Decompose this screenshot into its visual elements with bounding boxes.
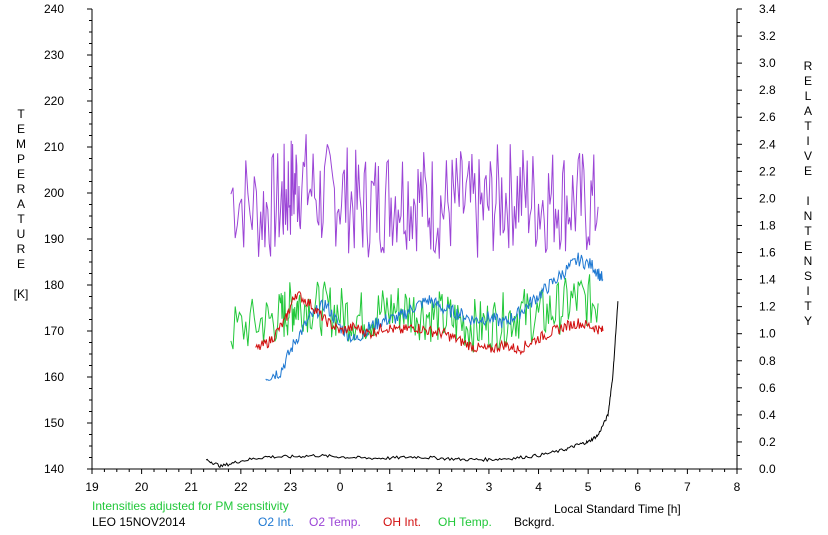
y-left-label-char: E bbox=[17, 257, 25, 271]
y-right-tick-label: 3.0 bbox=[759, 56, 776, 70]
y-left-label-char: T bbox=[17, 107, 25, 121]
y-right-tick-label: 3.2 bbox=[759, 29, 776, 43]
y-right-tick-label: 1.6 bbox=[759, 246, 776, 260]
y-right-label-char: R bbox=[804, 59, 813, 73]
y-right-label-char: T bbox=[804, 299, 812, 313]
y-right-tick-label: 0.2 bbox=[759, 435, 776, 449]
x-tick-label: 5 bbox=[585, 480, 592, 494]
y-right-label-char: Y bbox=[804, 314, 812, 328]
x-tick-label: 23 bbox=[284, 480, 298, 494]
y-right-tick-label: 2.2 bbox=[759, 164, 776, 178]
legend-item: O2 Int. bbox=[258, 515, 294, 529]
x-tick-label: 2 bbox=[436, 480, 443, 494]
y-left-label-char: R bbox=[17, 182, 26, 196]
y-right-label-char: V bbox=[804, 149, 812, 163]
y-right-label-char: I bbox=[806, 284, 809, 298]
y-right-tick-label: 0.4 bbox=[759, 408, 776, 422]
x-axis-label: Local Standard Time [h] bbox=[554, 502, 681, 516]
y-left-label-char: A bbox=[17, 197, 25, 211]
y-left-tick-label: 140 bbox=[44, 462, 64, 476]
x-tick-label: 1 bbox=[386, 480, 393, 494]
series-line-bckgrd bbox=[205, 301, 619, 469]
y-right-axis-ticks: 0.0 0.2 0.4 0.6 0.8 1.0 1.2 1.4 1.6 1.8 2.0 2.2 2.4 2… bbox=[737, 2, 776, 476]
y-left-label-char: U bbox=[17, 227, 26, 241]
x-tick-label: 3 bbox=[486, 480, 493, 494]
y-right-tick-label: 0.0 bbox=[759, 462, 776, 476]
x-tick-label: 22 bbox=[234, 480, 248, 494]
y-right-label-char: I bbox=[806, 134, 809, 148]
y-right-tick-label: 1.0 bbox=[759, 327, 776, 341]
station-label: LEO 15NOV2014 bbox=[92, 515, 186, 529]
y-right-tick-label: 1.2 bbox=[759, 300, 776, 314]
y-left-tick-label: 240 bbox=[44, 2, 64, 16]
y-right-tick-label: 2.0 bbox=[759, 191, 776, 205]
y-right-label-char: N bbox=[804, 254, 813, 268]
legend-item: OH Int. bbox=[383, 515, 421, 529]
x-tick-label: 4 bbox=[535, 480, 542, 494]
series-line-oh-int bbox=[255, 291, 604, 356]
y-right-tick-label: 1.4 bbox=[759, 273, 776, 287]
series-group bbox=[205, 134, 619, 469]
y-left-tick-label: 180 bbox=[44, 278, 64, 292]
y-left-tick-label: 190 bbox=[44, 232, 64, 246]
series-line-oh-temp bbox=[230, 274, 599, 353]
y-right-label-char: N bbox=[804, 209, 813, 223]
y-right-label-char: T bbox=[804, 224, 812, 238]
y-left-tick-label: 230 bbox=[44, 48, 64, 62]
y-right-tick-label: 1.8 bbox=[759, 218, 776, 232]
x-tick-label: 21 bbox=[185, 480, 199, 494]
y-right-tick-label: 0.8 bbox=[759, 354, 776, 368]
y-right-label-char: E bbox=[804, 164, 812, 178]
y-left-tick-label: 200 bbox=[44, 186, 64, 200]
y-left-label-char: [K] bbox=[14, 287, 29, 301]
y-left-tick-label: 220 bbox=[44, 94, 64, 108]
y-left-axis-ticks: 140 150 160 170 180 190 200 210 220 230 240 bbox=[44, 2, 92, 476]
axes bbox=[91, 9, 738, 470]
y-right-label-char: L bbox=[805, 89, 812, 103]
x-tick-label: 0 bbox=[337, 480, 344, 494]
y-left-label-char: P bbox=[17, 152, 25, 166]
y-right-label-char: A bbox=[804, 104, 812, 118]
note-text: Intensities adjusted for PM sensitivity bbox=[92, 499, 289, 513]
legend-item: OH Temp. bbox=[438, 515, 492, 529]
x-tick-label: 7 bbox=[684, 480, 691, 494]
y-right-tick-label: 2.8 bbox=[759, 83, 776, 97]
series-line-o2-int bbox=[265, 252, 604, 381]
y-left-label-char: M bbox=[16, 137, 26, 151]
y-right-tick-label: 3.4 bbox=[759, 2, 776, 16]
legend: O2 Int. O2 Temp. OH Int. OH Temp. Bckgrd. bbox=[258, 515, 555, 529]
series-line-o2-temp bbox=[230, 134, 599, 259]
y-right-label-char: E bbox=[804, 239, 812, 253]
x-tick-label: 20 bbox=[135, 480, 149, 494]
y-right-label-char: E bbox=[804, 74, 812, 88]
y-left-tick-label: 170 bbox=[44, 324, 64, 338]
legend-item: Bckgrd. bbox=[514, 515, 555, 529]
y-left-tick-label: 160 bbox=[44, 370, 64, 384]
legend-item: O2 Temp. bbox=[309, 515, 361, 529]
y-left-tick-label: 210 bbox=[44, 140, 64, 154]
y-right-label-char: I bbox=[806, 194, 809, 208]
x-tick-label: 6 bbox=[634, 480, 641, 494]
x-axis-ticks: 19 20 21 22 23 0 1 2 3 4 5 6 7 8 bbox=[85, 469, 741, 494]
x-tick-label: 19 bbox=[85, 480, 99, 494]
y-right-tick-label: 2.4 bbox=[759, 137, 776, 151]
y-right-label-char: S bbox=[804, 269, 812, 283]
x-tick-label: 8 bbox=[734, 480, 741, 494]
y-left-label-char: E bbox=[17, 167, 25, 181]
y-left-label-char: T bbox=[17, 212, 25, 226]
y-left-tick-label: 150 bbox=[44, 416, 64, 430]
y-right-label-char: T bbox=[804, 119, 812, 133]
y-left-label-char: R bbox=[17, 242, 26, 256]
y-right-tick-label: 0.6 bbox=[759, 381, 776, 395]
y-right-tick-label: 2.6 bbox=[759, 110, 776, 124]
y-left-label-char: E bbox=[17, 122, 25, 136]
